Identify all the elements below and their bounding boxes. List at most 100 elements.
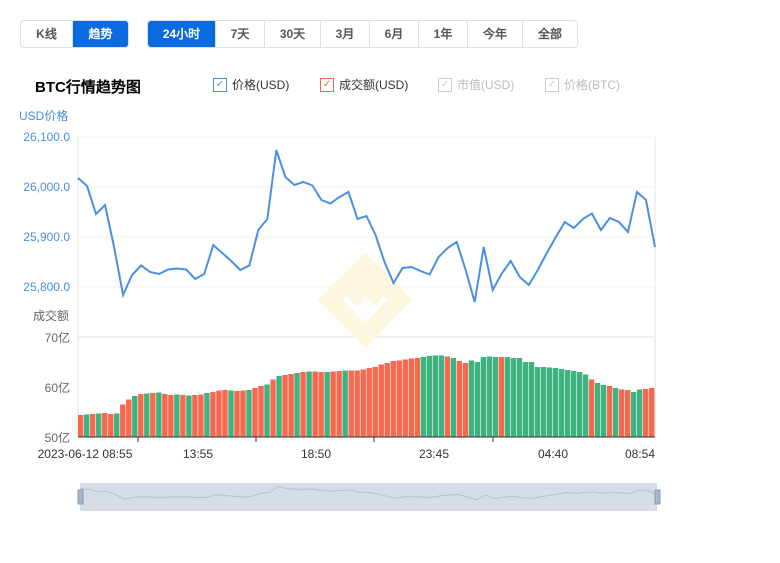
x-tick-label: 04:40 — [538, 447, 568, 461]
navigator-handle[interactable] — [77, 489, 84, 505]
volume-bar — [126, 399, 132, 437]
volume-bar — [96, 413, 102, 437]
volume-bar — [102, 413, 108, 437]
volume-bar — [162, 394, 168, 437]
volume-bar — [168, 395, 174, 437]
x-tick-label: 13:55 — [183, 447, 213, 461]
volume-bar — [480, 357, 487, 437]
volume-tick-label: 50亿 — [45, 430, 70, 445]
x-tick-label: 2023-06-12 08:55 — [38, 447, 133, 461]
volume-bar — [222, 390, 228, 437]
volume-bar — [294, 373, 300, 437]
volume-bar — [336, 371, 342, 437]
volume-bar — [330, 371, 336, 437]
range-tab[interactable]: 24小时 — [148, 21, 216, 47]
checkbox-icon[interactable]: ✓ — [545, 77, 559, 92]
volume-bar — [138, 394, 144, 437]
volume-bar — [252, 388, 258, 437]
volume-bar — [648, 388, 655, 437]
volume-bar — [408, 358, 414, 437]
volume-bar — [78, 415, 84, 437]
checkbox-icon[interactable]: ✓ — [438, 77, 452, 92]
volume-bar — [84, 414, 90, 437]
volume-bar — [492, 357, 499, 437]
volume-bar — [288, 374, 294, 437]
volume-bar — [114, 413, 120, 437]
volume-bar — [300, 372, 306, 437]
volume-bar — [258, 386, 264, 437]
volume-bar — [270, 379, 276, 437]
range-tabs: 24小时 7天 30天 3月 6月 1年 今年 全部 — [147, 20, 578, 48]
chart-title: BTC行情趋势图 — [35, 79, 141, 96]
volume-bar — [180, 395, 186, 437]
volume-bar — [372, 367, 378, 437]
volume-bar — [642, 389, 649, 437]
volume-bar — [186, 395, 192, 437]
volume-bar — [582, 374, 589, 437]
legend-item[interactable]: ✓ 价格(BTC) — [545, 76, 620, 93]
tab-trend[interactable]: 趋势 — [73, 21, 128, 47]
legend-item[interactable]: ✓ 价格(USD) — [213, 76, 289, 93]
price-tick-label: 26,000.0 — [23, 180, 70, 194]
checkbox-icon[interactable]: ✓ — [320, 77, 334, 92]
volume-bar — [570, 371, 577, 437]
range-tab[interactable]: 全部 — [537, 27, 562, 41]
volume-bar — [438, 355, 445, 437]
range-tab[interactable]: 30天 — [265, 21, 321, 47]
volume-bar — [444, 356, 451, 437]
legend-label: 市值(USD) — [457, 78, 515, 92]
volume-bar — [216, 390, 222, 437]
volume-bar — [510, 358, 517, 437]
volume-bar — [516, 358, 523, 437]
volume-bar — [192, 395, 198, 437]
volume-bar — [108, 414, 114, 437]
volume-bar — [198, 394, 204, 437]
volume-bar — [528, 362, 535, 437]
tab-kline[interactable]: K线 — [21, 21, 73, 47]
volume-bar — [498, 357, 505, 437]
volume-bar — [360, 369, 366, 437]
price-tick-label: 25,900.0 — [23, 230, 70, 244]
volume-bar — [468, 360, 475, 437]
volume-bar — [132, 396, 138, 437]
volume-bar — [174, 394, 180, 437]
range-tab[interactable]: 今年 — [468, 21, 523, 47]
volume-bar — [156, 392, 162, 437]
volume-bar — [636, 389, 643, 437]
legend-item[interactable]: ✓ 市值(USD) — [438, 76, 514, 93]
x-tick-label: 23:45 — [419, 447, 449, 461]
range-tab[interactable]: 1年 — [419, 21, 468, 47]
volume-bar — [390, 361, 396, 437]
legend-item[interactable]: ✓ 成交额(USD) — [320, 76, 408, 93]
price-tick-label: 25,800.0 — [23, 280, 70, 294]
volume-tick-label: 60亿 — [45, 380, 70, 395]
volume-axis-label: 成交额 — [33, 309, 70, 323]
price-tick-label: 26,100.0 — [23, 130, 70, 144]
checkbox-icon[interactable]: ✓ — [213, 77, 227, 92]
volume-bar — [228, 390, 234, 437]
range-tab[interactable]: 7天 — [216, 21, 265, 47]
watermark-logo — [317, 252, 413, 348]
volume-bar — [264, 384, 270, 437]
volume-bar — [366, 368, 372, 437]
volume-bar — [558, 369, 565, 437]
volume-bar — [630, 392, 637, 437]
navigator-handle[interactable] — [654, 489, 661, 505]
x-tick-label: 18:50 — [301, 447, 331, 461]
volume-bar — [594, 383, 601, 437]
volume-bar — [456, 361, 463, 437]
range-tab[interactable]: 6月 — [370, 21, 419, 47]
volume-bar — [432, 355, 439, 437]
range-tab[interactable]: 3月 — [321, 21, 370, 47]
volume-bar — [534, 367, 541, 437]
volume-bar — [546, 367, 553, 437]
volume-bar — [120, 404, 126, 437]
volume-bar — [474, 362, 481, 437]
volume-bar — [426, 356, 433, 437]
volume-bar — [384, 363, 390, 437]
volume-bar — [552, 368, 559, 437]
volume-bar — [306, 371, 312, 437]
volume-bar — [324, 372, 330, 437]
volume-bar — [234, 391, 240, 437]
